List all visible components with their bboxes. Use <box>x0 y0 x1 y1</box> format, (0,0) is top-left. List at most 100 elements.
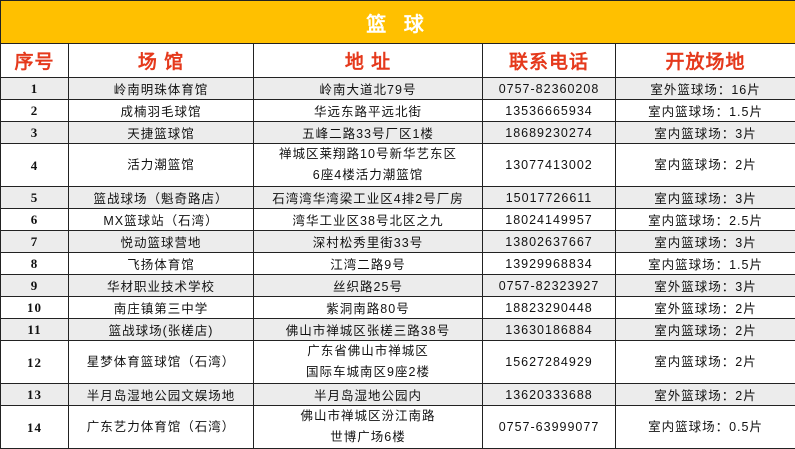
header-row: 序号 场 馆 地 址 联系电话 开放场地 <box>0 43 795 78</box>
address-line: 紫洞南路80号 <box>326 302 410 316</box>
address-cell: 华远东路平远北街 <box>253 99 483 122</box>
table-row: 8 飞扬体育馆 江湾二路9号 13929968834 室内篮球场：1.5片 <box>0 252 795 275</box>
row-number: 11 <box>0 318 69 341</box>
table-row: 7 悦动篮球营地 深村松秀里街33号 13802637667 室内篮球场：3片 <box>0 230 795 253</box>
row-number: 10 <box>0 296 69 319</box>
address-cell: 岭南大道北79号 <box>253 77 483 100</box>
header-courts: 开放场地 <box>614 43 795 78</box>
address-line: 湾华工业区38号北区之九 <box>292 214 444 228</box>
address-line: 佛山市禅城区张槎三路38号 <box>285 324 451 338</box>
table-row: 11 篮战球场(张槎店) 佛山市禅城区张槎三路38号 13630186884 室内篮球场… <box>0 318 795 341</box>
address-cell: 半月岛湿地公园内 <box>253 383 483 406</box>
phone-cell: 13802637667 <box>482 230 616 253</box>
address-line: 岭南大道北79号 <box>319 83 417 97</box>
venue-cell: MX篮球站（石湾） <box>68 208 254 231</box>
phone-cell: 13929968834 <box>482 252 616 275</box>
phone-cell: 13620333688 <box>482 383 616 406</box>
phone-cell: 0757-82360208 <box>482 77 616 100</box>
row-number: 4 <box>0 143 69 187</box>
venue-cell: 岭南明珠体育馆 <box>68 77 254 100</box>
address-line: 世博广场6楼 <box>330 430 406 444</box>
address-line: 华远东路平远北街 <box>313 105 422 119</box>
header-phone: 联系电话 <box>482 43 616 78</box>
table-row: 1 岭南明珠体育馆 岭南大道北79号 0757-82360208 室外篮球场：16片 <box>0 77 795 100</box>
courts-cell: 室内篮球场：1.5片 <box>614 99 795 122</box>
venue-cell: 飞扬体育馆 <box>68 252 254 275</box>
address-line: 佛山市禅城区汾江南路 <box>300 409 436 423</box>
phone-cell: 18689230274 <box>482 121 616 144</box>
venue-cell: 天捷篮球馆 <box>68 121 254 144</box>
courts-cell: 室外篮球场：2片 <box>614 383 795 406</box>
courts-cell: 室内篮球场：2片 <box>614 340 795 384</box>
address-line: 五峰二路33号厂区1楼 <box>302 127 434 141</box>
venue-cell: 成楠羽毛球馆 <box>68 99 254 122</box>
address-cell: 五峰二路33号厂区1楼 <box>253 121 483 144</box>
table-row: 5 篮战球场（魁奇路店） 石湾湾华湾梁工业区4排2号厂房 15017726611 室内篮… <box>0 186 795 209</box>
phone-cell: 18024149957 <box>482 208 616 231</box>
address-cell: 禅城区莱翔路10号新华艺东区 6座4楼活力潮篮馆 <box>253 143 483 187</box>
phone-cell: 0757-63999077 <box>482 405 616 449</box>
table-row: 6 MX篮球站（石湾） 湾华工业区38号北区之九 18024149957 室内篮球场：2… <box>0 208 795 231</box>
address-cell: 佛山市禅城区张槎三路38号 <box>253 318 483 341</box>
row-number: 14 <box>0 405 69 449</box>
address-cell: 丝织路25号 <box>253 274 483 297</box>
address-cell: 江湾二路9号 <box>253 252 483 275</box>
table-row: 4 活力潮篮馆 禅城区莱翔路10号新华艺东区 6座4楼活力潮篮馆 13077413002… <box>0 143 795 187</box>
row-number: 13 <box>0 383 69 406</box>
address-line: 石湾湾华湾梁工业区4排2号厂房 <box>272 192 464 206</box>
table-row: 10 南庄镇第三中学 紫洞南路80号 18823290448 室外篮球场：2片 <box>0 296 795 319</box>
phone-cell: 13077413002 <box>482 143 616 187</box>
table-row: 13 半月岛湿地公园文娱场地 半月岛湿地公园内 13620333688 室外篮球场：2片 <box>0 383 795 406</box>
venue-cell: 华材职业技术学校 <box>68 274 254 297</box>
phone-cell: 15017726611 <box>482 186 616 209</box>
address-line: 禅城区莱翔路10号新华艺东区 <box>279 147 457 161</box>
phone-cell: 15627284929 <box>482 340 616 384</box>
table-title: 篮 球 <box>0 0 795 44</box>
table-row: 3 天捷篮球馆 五峰二路33号厂区1楼 18689230274 室内篮球场：3片 <box>0 121 795 144</box>
courts-cell: 室内篮球场：2片 <box>614 143 795 187</box>
table-row: 14 广东艺力体育馆（石湾） 佛山市禅城区汾江南路 世博广场6楼 0757-639990… <box>0 405 795 449</box>
courts-cell: 室内篮球场：1.5片 <box>614 252 795 275</box>
address-line: 深村松秀里街33号 <box>312 236 424 250</box>
row-number: 5 <box>0 186 69 209</box>
header-venue: 场 馆 <box>68 43 254 78</box>
address-line: 丝织路25号 <box>333 280 403 294</box>
address-line: 广东省佛山市禅城区 <box>307 344 429 358</box>
address-cell: 广东省佛山市禅城区 国际车城南区9座2楼 <box>253 340 483 384</box>
venue-cell: 南庄镇第三中学 <box>68 296 254 319</box>
row-number: 9 <box>0 274 69 297</box>
address-cell: 湾华工业区38号北区之九 <box>253 208 483 231</box>
venue-cell: 活力潮篮馆 <box>68 143 254 187</box>
header-no: 序号 <box>0 43 69 78</box>
address-cell: 佛山市禅城区汾江南路 世博广场6楼 <box>253 405 483 449</box>
row-number: 7 <box>0 230 69 253</box>
row-number: 1 <box>0 77 69 100</box>
table-row: 9 华材职业技术学校 丝织路25号 0757-82323927 室外篮球场：3片 <box>0 274 795 297</box>
address-cell: 石湾湾华湾梁工业区4排2号厂房 <box>253 186 483 209</box>
row-number: 6 <box>0 208 69 231</box>
address-line: 江湾二路9号 <box>330 258 406 272</box>
courts-cell: 室内篮球场：3片 <box>614 186 795 209</box>
row-number: 12 <box>0 340 69 384</box>
table-row: 2 成楠羽毛球馆 华远东路平远北街 13536665934 室内篮球场：1.5片 <box>0 99 795 122</box>
venue-cell: 篮战球场（魁奇路店） <box>68 186 254 209</box>
courts-cell: 室外篮球场：16片 <box>614 77 795 100</box>
address-cell: 深村松秀里街33号 <box>253 230 483 253</box>
row-number: 3 <box>0 121 69 144</box>
courts-cell: 室内篮球场：0.5片 <box>614 405 795 449</box>
row-number: 8 <box>0 252 69 275</box>
venue-cell: 广东艺力体育馆（石湾） <box>68 405 254 449</box>
address-line: 半月岛湿地公园内 <box>313 389 422 403</box>
phone-cell: 18823290448 <box>482 296 616 319</box>
courts-cell: 室内篮球场：3片 <box>614 121 795 144</box>
courts-cell: 室内篮球场：2.5片 <box>614 208 795 231</box>
venue-cell: 半月岛湿地公园文娱场地 <box>68 383 254 406</box>
phone-cell: 0757-82323927 <box>482 274 616 297</box>
venue-cell: 悦动篮球营地 <box>68 230 254 253</box>
phone-cell: 13536665934 <box>482 99 616 122</box>
address-line: 国际车城南区9座2楼 <box>306 365 430 379</box>
venue-cell: 星梦体育篮球馆（石湾） <box>68 340 254 384</box>
courts-cell: 室外篮球场：2片 <box>614 296 795 319</box>
table-row: 12 星梦体育篮球馆（石湾） 广东省佛山市禅城区 国际车城南区9座2楼 15627284… <box>0 340 795 384</box>
